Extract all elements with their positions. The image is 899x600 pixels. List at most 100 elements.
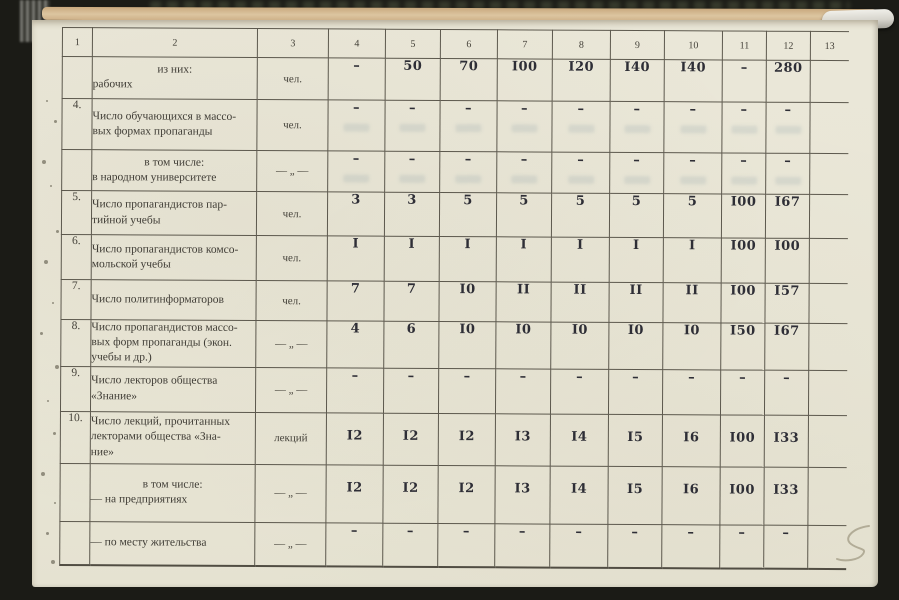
value-cell: I	[496, 236, 552, 283]
value-cell: 7	[326, 280, 385, 322]
value-cell: I	[609, 237, 664, 283]
indicator-label-cell: Число политинформаторов	[90, 279, 257, 321]
value-cell: I20	[552, 59, 611, 102]
column-header: 12	[766, 31, 811, 61]
empty-cell	[809, 238, 848, 284]
empty-cell	[808, 414, 847, 468]
value-cell: I2	[437, 464, 496, 524]
value-cell: 70	[440, 58, 498, 101]
value-cell: –	[327, 150, 385, 193]
column-header: 7	[497, 29, 553, 60]
value-cell: –	[721, 152, 766, 195]
value-cell: –	[721, 101, 767, 154]
value-cell: I5	[607, 465, 663, 525]
value-cell: –	[550, 368, 609, 414]
indicator-label-cell: Число лекторов общества «Знание»	[90, 366, 256, 413]
label-text: рабочих	[92, 78, 133, 91]
value-cell: –	[494, 523, 550, 568]
margin-speck	[41, 472, 45, 476]
indicator-label-cell: Число пропагандистов комсо- мольской уче…	[91, 234, 257, 281]
value-cell: 3	[384, 192, 440, 237]
value-cell: 5	[663, 193, 722, 238]
label-text: Число лекций, прочитанных лекторами обще…	[90, 415, 231, 458]
value-cell: I0	[662, 322, 721, 370]
column-numbers-row: 1 2 3 4 5 6 7 8 9 10 11 12 13	[62, 27, 849, 61]
label-subheading: из них:	[157, 63, 193, 77]
empty-cell	[807, 466, 847, 526]
value-cell: –	[764, 369, 809, 415]
row-number-cell: 6.	[61, 234, 92, 280]
label-subheading: в том числе:	[144, 156, 205, 169]
value-cell: –	[437, 522, 495, 568]
margin-speck	[44, 260, 48, 264]
label-text: в народном университете	[92, 171, 217, 184]
margin-speck	[52, 302, 54, 304]
row-number-cell: 8.	[60, 319, 91, 367]
indicator-label-cell: Число пропагандистов массо- вых форм про…	[90, 319, 256, 368]
value-cell: I00	[765, 238, 810, 284]
column-header: 3	[257, 28, 329, 58]
unit-cell: чел.	[256, 191, 328, 236]
value-cell: –	[325, 522, 383, 567]
indicator-label-cell: Число обучающихся в массо- вых формах пр…	[91, 98, 258, 151]
indicator-label-cell: в том числе: в народном университете	[91, 149, 257, 192]
value-cell: I00	[721, 193, 766, 239]
value-cell: I0	[438, 321, 496, 369]
column-header: 9	[610, 30, 665, 60]
value-cell: I0	[495, 321, 551, 369]
value-cell: –	[551, 101, 611, 153]
value-cell: II	[662, 282, 722, 323]
margin-speck	[54, 502, 56, 504]
table-row: 5. Число пропагандистов пар- тийной учебы…	[61, 190, 848, 239]
indicator-label-cell: в том числе: — на предприятиях	[89, 463, 256, 523]
row-number-cell: 7.	[60, 279, 92, 320]
margin-speck	[46, 532, 49, 535]
table-row: 4. Число обучающихся в массо- вых формах …	[61, 98, 849, 154]
column-header: 6	[440, 29, 498, 59]
table-row: в том числе: — на предприятиях — „ — I2 I2 I2…	[59, 463, 847, 526]
indicator-label-cell: Число лекций, прочитанных лекторами обще…	[90, 411, 256, 465]
indicator-label-cell: Число пропагандистов пар- тийной учебы	[91, 190, 257, 236]
indicator-label-cell: — по месту жительства	[89, 521, 255, 567]
unit-cell: — „ —	[254, 522, 326, 567]
row-number-cell	[61, 149, 92, 191]
bleed-through-text-strip	[150, 1, 850, 10]
table-row: 7. Число политинформаторов чел. 7 7 I0 II II II I…	[60, 279, 848, 324]
row-number-cell	[59, 463, 91, 522]
value-cell: I2	[383, 412, 439, 465]
label-text: Число лекторов общества «Знание»	[91, 374, 218, 402]
label-text: Число пропагандистов массо- вых форм про…	[91, 321, 238, 364]
unit-cell: — „ —	[256, 150, 328, 192]
value-cell: –	[551, 152, 610, 194]
value-cell: I0	[608, 322, 663, 370]
value-cell: –	[496, 100, 553, 153]
value-cell: I2	[325, 464, 384, 523]
label-text: Число политинформаторов	[91, 293, 225, 306]
table-row: в том числе: в народном университете — „ —…	[61, 149, 848, 195]
column-header: 5	[385, 29, 441, 59]
value-cell: I2	[438, 412, 496, 466]
unit-cell: чел.	[256, 235, 328, 281]
column-header: 10	[664, 30, 723, 60]
column-header: 2	[92, 27, 258, 58]
column-header: 1	[62, 27, 93, 57]
value-cell: 7	[383, 281, 440, 322]
value-cell: –	[663, 101, 723, 153]
value-cell: I4	[550, 413, 609, 466]
empty-cell	[809, 102, 849, 154]
row-number-cell: 9.	[60, 366, 91, 412]
table-row: 8. Число пропагандистов массо- вых форм п…	[60, 319, 847, 371]
label-subheading: в том числе:	[142, 478, 203, 491]
label-text: Число пропагандистов пар- тийной учебы	[91, 198, 227, 227]
value-cell: I50	[720, 322, 765, 370]
value-cell: –	[496, 151, 552, 194]
value-cell: –	[765, 153, 810, 195]
value-cell: I2	[382, 464, 439, 523]
value-cell: I0	[438, 281, 497, 322]
value-cell: 5	[439, 192, 497, 237]
value-cell: I4	[549, 465, 609, 524]
value-cell: I00	[721, 237, 766, 284]
value-cell: I40	[610, 59, 665, 102]
margin-speck	[53, 432, 56, 435]
table-row: — по месту жительства — „ — – – – – – – – – –	[59, 521, 846, 570]
